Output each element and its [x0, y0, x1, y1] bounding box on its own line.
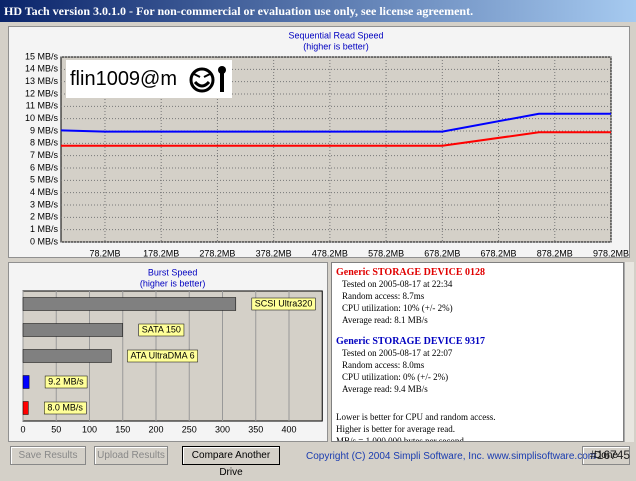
y-tick-label: 11 MB/s	[26, 101, 59, 111]
x-tick-label: 178.2MB	[143, 248, 179, 258]
label-box	[251, 297, 316, 311]
y-tick-label: 5 MB/s	[30, 175, 59, 185]
x-tick-label: 150	[115, 424, 130, 434]
x-tick-label: 250	[182, 424, 197, 434]
bar-label: 8.0 MB/s	[47, 402, 83, 412]
y-tick-label: 8 MB/s	[30, 138, 59, 148]
y-tick-label: 2 MB/s	[30, 212, 59, 222]
chart-title: Sequential Read Speed	[288, 30, 383, 40]
bar	[22, 323, 123, 337]
title-bar: HD Tach version 3.0.1.0 - For non-commer…	[0, 0, 636, 22]
y-tick-label: 6 MB/s	[30, 162, 59, 172]
note: MB/s = 1,000,000 bytes per second.	[336, 436, 467, 442]
bar	[22, 349, 112, 363]
chart-subtitle: (higher is better)	[140, 278, 206, 288]
x-tick-label: 478.2MB	[312, 248, 348, 258]
drive-stat: Random access: 8.7ms	[342, 291, 425, 301]
y-tick-label: 14 MB/s	[25, 64, 59, 74]
compare-button[interactable]: Compare Another Drive	[182, 446, 280, 478]
upload-button[interactable]: Upload Results	[94, 446, 168, 465]
label-box	[138, 323, 185, 337]
series-line	[60, 112, 611, 133]
note: Lower is better for CPU and random acces…	[336, 412, 496, 422]
bar	[22, 297, 237, 311]
y-tick-label: 7 MB/s	[30, 150, 59, 160]
y-tick-label: 10 MB/s	[25, 113, 59, 123]
overlay-label: flin1009@m	[70, 68, 178, 90]
drive-stat: Average read: 8.1 MB/s	[342, 315, 428, 325]
y-tick-label: 9 MB/s	[30, 125, 59, 135]
drive-stat: CPU utilization: 10% (+/- 2%)	[342, 303, 453, 313]
x-tick-label: 978.2MB	[593, 248, 629, 258]
bar	[22, 401, 29, 415]
spacer	[336, 395, 619, 411]
save-button[interactable]: Save Results	[10, 446, 86, 465]
drive-stat: Tested on 2005-08-17 at 22:07	[342, 348, 453, 358]
x-tick-label: 878.2MB	[537, 248, 573, 258]
x-tick-label: 678.2MB	[481, 248, 517, 258]
x-tick-label: 0	[20, 424, 25, 434]
chart-subtitle: (higher is better)	[303, 41, 369, 51]
label-box	[44, 401, 87, 415]
note: Higher is better for average read.	[336, 424, 455, 434]
x-tick-label: 200	[148, 424, 163, 434]
overlay-text: flin1009@m	[66, 60, 232, 98]
x-tick-label: 278.2MB	[199, 248, 235, 258]
x-tick-label: 78.2MB	[89, 248, 120, 258]
drive-name: Generic STORAGE DEVICE 0128	[336, 267, 485, 278]
y-tick-label: 0 MB/s	[30, 236, 59, 246]
bar-label: SCSI Ultra320	[255, 298, 313, 308]
copyright: Copyright (C) 2004 Simpli Software, Inc.…	[306, 451, 597, 462]
y-tick-label: 1 MB/s	[30, 224, 59, 234]
bar-chart: Burst Speed(higher is better) 0 50 100 150 20…	[8, 262, 328, 442]
label-box	[44, 375, 88, 389]
bar-label: ATA UltraDMA 6	[130, 350, 194, 360]
drive-stat: Random access: 8.0ms	[342, 360, 425, 370]
x-tick-label: 378.2MB	[256, 248, 292, 258]
x-tick-label: 300	[215, 424, 230, 434]
drive-stat: Average read: 9.4 MB/s	[342, 384, 428, 394]
bar-label: 9.2 MB/s	[48, 376, 84, 386]
watermark: #16745	[590, 448, 631, 462]
drive-stat: Tested on 2005-08-17 at 22:34	[342, 279, 453, 289]
x-tick-label: 400	[281, 424, 296, 434]
x-tick-label: 50	[51, 424, 61, 434]
y-tick-label: 4 MB/s	[30, 187, 59, 197]
x-tick-label: 678.2MB	[424, 248, 460, 258]
y-tick-label: 13 MB/s	[25, 76, 59, 86]
bar-label: SATA 150	[142, 324, 181, 334]
done-button[interactable]: Done	[582, 446, 630, 465]
y-tick-label: 12 MB/s	[25, 88, 59, 98]
drive-stat: CPU utilization: 0% (+/- 2%)	[342, 372, 449, 382]
smiley-icon	[189, 66, 226, 93]
x-tick-label: 578.2MB	[368, 248, 404, 258]
scrollbar[interactable]	[624, 262, 634, 442]
chart-title: Burst Speed	[148, 267, 198, 277]
y-tick-label: 15 MB/s	[25, 51, 59, 61]
label-box	[127, 349, 198, 363]
x-tick-label: 100	[82, 424, 97, 434]
results-panel: Generic STORAGE DEVICE 0128 Tested on 200…	[331, 262, 624, 442]
series-line	[61, 131, 611, 147]
y-tick-label: 3 MB/s	[30, 199, 59, 209]
bar	[22, 375, 30, 389]
x-tick-label: 350	[248, 424, 263, 434]
drive-name: Generic STORAGE DEVICE 9317	[336, 336, 485, 347]
